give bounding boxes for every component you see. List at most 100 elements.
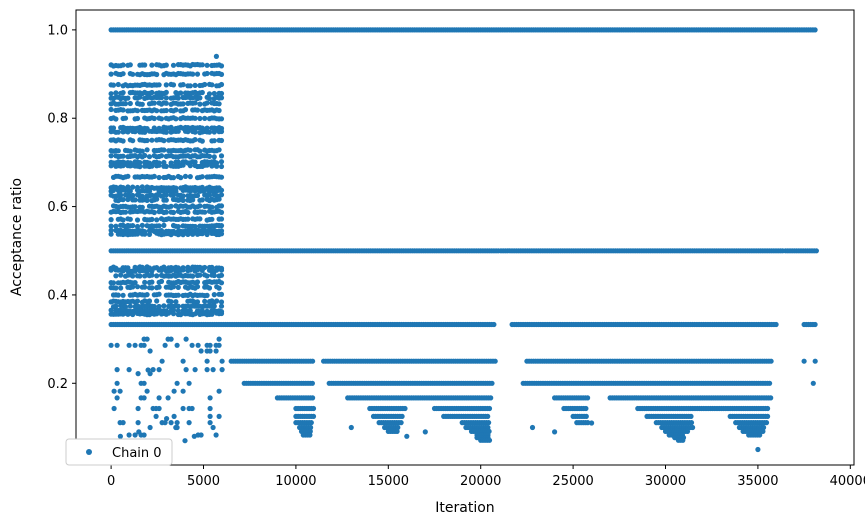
data-point: [146, 188, 153, 194]
data-point: [120, 163, 126, 169]
data-point: [113, 116, 119, 122]
data-point: [161, 303, 167, 309]
data-point: [162, 342, 168, 348]
data-point: [170, 175, 177, 181]
data-point: [142, 284, 148, 290]
data-point: [142, 231, 148, 237]
data-point: [175, 95, 181, 101]
data-point: [139, 222, 145, 228]
data-point: [211, 129, 217, 135]
data-point: [108, 163, 114, 169]
data-point: [149, 62, 155, 68]
data-point: [488, 395, 494, 401]
x-tick-label: 0: [107, 474, 115, 489]
data-point: [197, 203, 203, 209]
data-point: [688, 420, 695, 426]
data-point: [180, 162, 186, 168]
data-point: [165, 395, 171, 401]
data-point: [170, 209, 177, 216]
data-point: [120, 292, 126, 298]
data-point: [492, 358, 498, 364]
data-point: [134, 231, 141, 237]
data-point: [163, 95, 169, 101]
data-point: [134, 108, 141, 114]
data-point: [127, 303, 133, 309]
data-point: [191, 433, 197, 439]
data-point: [192, 311, 198, 317]
data-point: [186, 420, 192, 426]
data-point: [108, 217, 114, 223]
data-point: [218, 174, 225, 180]
data-point: [214, 298, 220, 304]
data-point: [210, 424, 216, 431]
data-point: [489, 380, 495, 386]
data-point: [170, 82, 177, 88]
data-point: [187, 267, 193, 273]
y-tick-label: 0.8: [47, 112, 68, 127]
data-point: [197, 101, 203, 107]
data-point: [209, 82, 215, 88]
data-point: [142, 129, 148, 135]
data-point: [156, 303, 162, 310]
data-point: [684, 428, 691, 434]
x-tick-label: 15000: [368, 474, 409, 489]
data-point: [139, 204, 145, 210]
data-point: [773, 321, 779, 328]
data-point: [585, 420, 591, 426]
y-axis-label: Acceptance ratio: [9, 178, 25, 296]
data-point: [173, 424, 179, 431]
data-point: [113, 273, 119, 279]
data-point: [757, 432, 763, 438]
data-point: [192, 100, 198, 106]
data-point: [168, 124, 174, 130]
data-point: [209, 311, 215, 317]
data-point: [108, 223, 114, 229]
data-point: [175, 224, 181, 230]
data-point: [194, 284, 201, 290]
data-point: [174, 380, 180, 386]
data-point: [197, 148, 203, 154]
data-point: [218, 223, 225, 229]
data-point: [175, 292, 181, 298]
data-point: [187, 147, 193, 153]
data-point: [192, 82, 198, 88]
data-point: [151, 173, 157, 179]
data-point: [207, 348, 213, 354]
data-point: [812, 321, 818, 328]
data-point: [178, 175, 184, 181]
data-point: [139, 184, 145, 190]
data-point: [204, 367, 210, 373]
data-point: [130, 71, 136, 77]
data-point: [218, 90, 225, 97]
data-point: [117, 433, 123, 439]
data-point: [111, 405, 117, 412]
data-point: [120, 268, 126, 274]
data-point: [151, 100, 157, 106]
data-point: [206, 95, 213, 102]
data-point: [132, 268, 138, 274]
data-point: [190, 231, 196, 237]
data-point: [163, 192, 169, 198]
data-point: [763, 420, 770, 426]
data-point: [404, 433, 410, 439]
data-point: [192, 223, 198, 230]
data-point: [175, 284, 181, 290]
data-point: [813, 248, 820, 254]
plot-frame: [75, 9, 855, 466]
data-point: [812, 27, 818, 33]
data-point: [130, 284, 136, 290]
data-point: [218, 137, 225, 144]
data-point: [398, 420, 404, 426]
data-point: [142, 279, 148, 285]
data-point: [115, 292, 121, 298]
data-point: [491, 321, 497, 328]
data-point: [310, 358, 316, 364]
data-point: [218, 95, 225, 101]
data-point: [170, 311, 177, 317]
data-point: [308, 420, 314, 426]
data-point: [132, 197, 138, 203]
data-point: [192, 137, 198, 143]
data-point: [180, 267, 186, 273]
data-point: [308, 424, 314, 431]
data-point: [185, 209, 191, 216]
